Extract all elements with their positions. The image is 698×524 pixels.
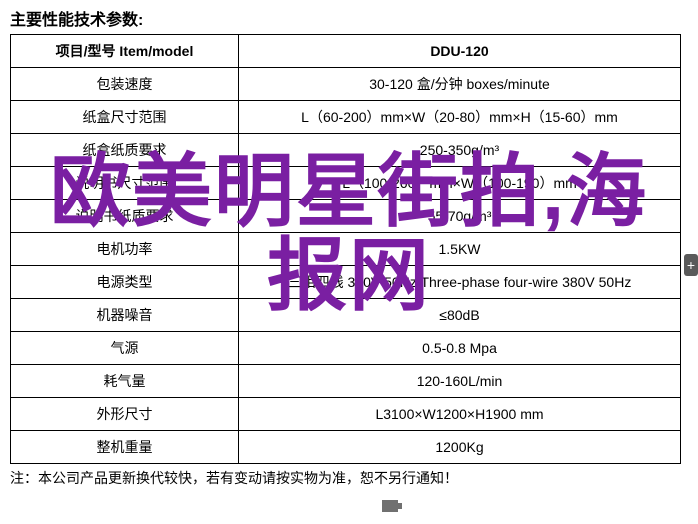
- row-label: 说明书纸质要求: [11, 200, 239, 233]
- row-value: 55-70g/m³: [239, 200, 681, 233]
- table-row: 耗气量120-160L/min: [11, 365, 681, 398]
- row-value: L（60-200）mm×W（20-80）mm×H（15-60）mm: [239, 101, 681, 134]
- row-label: 耗气量: [11, 365, 239, 398]
- row-label: 整机重量: [11, 431, 239, 464]
- table-row: 气源0.5-0.8 Mpa: [11, 332, 681, 365]
- table-row: 机器噪音≤80dB: [11, 299, 681, 332]
- page-icon: [382, 500, 398, 512]
- expand-button[interactable]: +: [684, 254, 698, 276]
- row-value: 三相四线 380V 50Hz Three-phase four-wire 380…: [239, 266, 681, 299]
- row-value: ≤80dB: [239, 299, 681, 332]
- row-label: 气源: [11, 332, 239, 365]
- row-value: 1200Kg: [239, 431, 681, 464]
- header-item-model: 项目/型号 Item/model: [11, 35, 239, 68]
- row-value: 1.5KW: [239, 233, 681, 266]
- table-row: 纸盒纸质要求250-350g/m³: [11, 134, 681, 167]
- row-value: L3100×W1200×H1900 mm: [239, 398, 681, 431]
- section-title: 主要性能技术参数:: [10, 6, 688, 30]
- row-label: 机器噪音: [11, 299, 239, 332]
- table-row: 电源类型三相四线 380V 50Hz Three-phase four-wire…: [11, 266, 681, 299]
- row-value: 0.5-0.8 Mpa: [239, 332, 681, 365]
- table-row: 包装速度30-120 盒/分钟 boxes/minute: [11, 68, 681, 101]
- row-label: 包装速度: [11, 68, 239, 101]
- row-value: 120-160L/min: [239, 365, 681, 398]
- spec-table: 项目/型号 Item/model DDU-120 包装速度30-120 盒/分钟…: [10, 34, 681, 464]
- header-model-value: DDU-120: [239, 35, 681, 68]
- table-row: 外形尺寸L3100×W1200×H1900 mm: [11, 398, 681, 431]
- row-label: 电机功率: [11, 233, 239, 266]
- table-row: 说明书纸质要求55-70g/m³: [11, 200, 681, 233]
- table-row: 整机重量1200Kg: [11, 431, 681, 464]
- row-value: L（100-260）mm×W（100-190）mm: [239, 167, 681, 200]
- row-label: 说明书尺寸范围: [11, 167, 239, 200]
- row-label: 电源类型: [11, 266, 239, 299]
- row-label: 纸盒尺寸范围: [11, 101, 239, 134]
- table-row: 说明书尺寸范围L（100-260）mm×W（100-190）mm: [11, 167, 681, 200]
- row-value: 250-350g/m³: [239, 134, 681, 167]
- footnote: 注：本公司产品更新换代较快，若有变动请按实物为准，恕不另行通知！: [10, 468, 688, 488]
- table-row: 纸盒尺寸范围L（60-200）mm×W（20-80）mm×H（15-60）mm: [11, 101, 681, 134]
- row-label: 纸盒纸质要求: [11, 134, 239, 167]
- row-value: 30-120 盒/分钟 boxes/minute: [239, 68, 681, 101]
- table-row: 电机功率1.5KW: [11, 233, 681, 266]
- row-label: 外形尺寸: [11, 398, 239, 431]
